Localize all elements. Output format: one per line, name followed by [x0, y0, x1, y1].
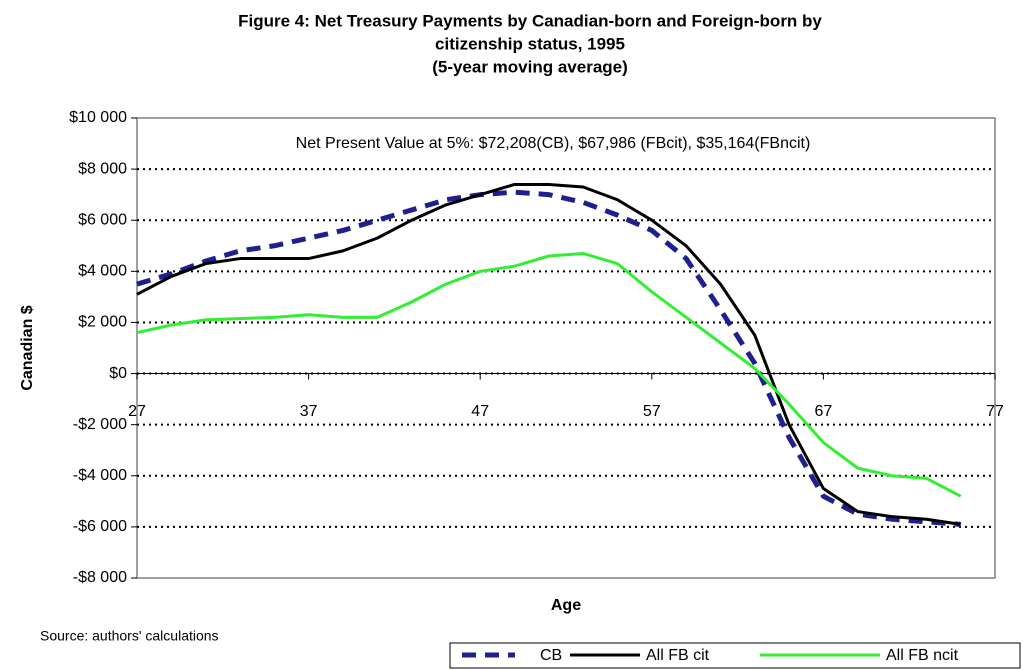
- line-series: [136, 182, 961, 526]
- line-series: [136, 251, 962, 498]
- y-tick-label: -$4 000: [73, 467, 127, 484]
- y-tick-label: $2 000: [78, 314, 127, 331]
- x-tick-label: 67: [815, 403, 833, 420]
- x-tick-label: 77: [986, 403, 1004, 420]
- legend-label: All FB ncit: [886, 647, 959, 664]
- line-series: [136, 189, 961, 527]
- chart-subtitle: (5-year moving average): [432, 57, 628, 76]
- annotation: Net Present Value at 5%: $72,208(CB), $6…: [296, 135, 811, 152]
- y-tick-label: $8 000: [78, 160, 127, 177]
- x-axis-label: Age: [551, 597, 581, 614]
- y-tick-label: -$6 000: [73, 518, 127, 535]
- y-axis-label: Canadian $: [19, 305, 36, 390]
- x-tick-label: 27: [128, 403, 146, 420]
- x-tick-label: 47: [471, 403, 489, 420]
- y-tick-label: -$8 000: [73, 569, 127, 586]
- y-tick-label: $0: [109, 365, 127, 382]
- legend-label: CB: [540, 647, 562, 664]
- y-tick-label: $6 000: [78, 211, 127, 228]
- y-tick-label: $10 000: [69, 109, 127, 126]
- chart-title: Figure 4: Net Treasury Payments by Canad…: [238, 11, 822, 30]
- x-tick-label: 57: [643, 403, 661, 420]
- y-tick-label: -$2 000: [73, 416, 127, 433]
- legend-label: All FB cit: [646, 647, 710, 664]
- source-note: Source: authors' calculations: [40, 628, 219, 644]
- x-tick-label: 37: [300, 403, 318, 420]
- chart-title: citizenship status, 1995: [435, 34, 625, 53]
- plot-border: [136, 117, 996, 579]
- legend-box: [449, 642, 1021, 669]
- y-tick-label: $4 000: [78, 263, 127, 280]
